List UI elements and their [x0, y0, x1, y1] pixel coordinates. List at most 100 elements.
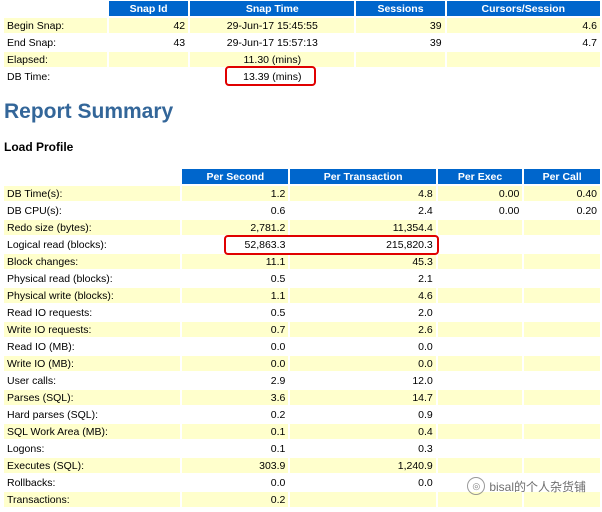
snapshot-row: Begin Snap: 42 29-Jun-17 15:45:55 39 4.6 — [4, 18, 600, 33]
load-profile-cell: 0.0 — [182, 475, 289, 490]
load-profile-cell — [524, 339, 600, 354]
load-profile-row: Write IO (MB): 0.0 0.0 — [4, 356, 600, 371]
load-profile-cell — [524, 288, 600, 303]
load-profile-cell: 2.9 — [182, 373, 289, 388]
load-profile-table: Per Second Per Transaction Per Exec Per … — [2, 167, 602, 509]
load-profile-cell — [524, 373, 600, 388]
load-profile-row-label: Write IO requests: — [4, 322, 181, 337]
snapshot-header-cursors: Cursors/Session — [446, 1, 600, 16]
load-profile-cell — [437, 288, 523, 303]
load-profile-row: DB Time(s): 1.2 4.8 0.00 0.40 — [4, 186, 600, 201]
snapshot-cell: 29-Jun-17 15:45:55 — [190, 18, 355, 33]
load-profile-cell: 0.9 — [290, 407, 436, 422]
load-profile-cell: 0.40 — [524, 186, 600, 201]
load-profile-cell: 0.2 — [182, 492, 289, 507]
load-profile-cell: 2.1 — [290, 271, 436, 286]
load-profile-row-label: Logons: — [4, 441, 181, 456]
load-profile-cell — [524, 407, 600, 422]
snapshot-header-sessions: Sessions — [356, 1, 445, 16]
load-profile-cell — [437, 322, 523, 337]
load-profile-cell — [524, 475, 600, 490]
load-profile-row-label: Transactions: — [4, 492, 181, 507]
load-profile-cell: 11,354.4 — [290, 220, 436, 235]
snapshot-header-snap-id: Snap Id — [109, 1, 189, 16]
load-profile-cell: 12.0 — [290, 373, 436, 388]
snapshot-cell: 42 — [109, 18, 189, 33]
load-profile-row: SQL Work Area (MB): 0.1 0.4 — [4, 424, 600, 439]
wechat-icon: ◎ — [467, 477, 486, 495]
snapshot-cell: 39 — [356, 18, 445, 33]
load-profile-row-label: Physical read (blocks): — [4, 271, 181, 286]
load-profile-cell: 303.9 — [182, 458, 289, 473]
watermark: ◎ bisal的个人杂货铺 — [467, 477, 586, 495]
load-profile-cell: 4.8 — [290, 186, 436, 201]
snapshot-header-snap-time: Snap Time — [190, 1, 355, 16]
snapshot-row-label: Begin Snap: — [4, 18, 107, 33]
watermark-text: bisal的个人杂货铺 — [489, 479, 586, 494]
snapshot-cell — [356, 52, 445, 67]
load-profile-row-label: Read IO requests: — [4, 305, 181, 320]
load-profile-row-label: SQL Work Area (MB): — [4, 424, 181, 439]
load-profile-row-label: Redo size (bytes): — [4, 220, 181, 235]
load-profile-cell: 0.6 — [182, 203, 289, 218]
load-profile-cell — [437, 407, 523, 422]
load-profile-row-label: DB CPU(s): — [4, 203, 181, 218]
load-profile-cell: 215,820.3 — [290, 237, 436, 252]
load-profile-row: Logical read (blocks): 52,863.3 215,820.3 — [4, 237, 600, 252]
load-profile-header-per-exec: Per Exec — [437, 169, 523, 184]
load-profile-cell: 0.2 — [182, 407, 289, 422]
load-profile-cell — [524, 237, 600, 252]
snapshot-cell — [446, 69, 600, 84]
load-profile-row: Block changes: 11.1 45.3 — [4, 254, 600, 269]
load-profile-cell: 0.0 — [290, 356, 436, 371]
load-profile-row-label: Physical write (blocks): — [4, 288, 181, 303]
load-profile-cell — [437, 237, 523, 252]
load-profile-cell: 52,863.3 — [182, 237, 289, 252]
load-profile-cell: 2.0 — [290, 305, 436, 320]
load-profile-row-label: DB Time(s): — [4, 186, 181, 201]
load-profile-cell — [524, 424, 600, 439]
load-profile-row: Logons: 0.1 0.3 — [4, 441, 600, 456]
load-profile-row: Read IO (MB): 0.0 0.0 — [4, 339, 600, 354]
load-profile-header-per-call: Per Call — [524, 169, 600, 184]
section-title-load-profile: Load Profile — [4, 140, 74, 154]
load-profile-cell — [524, 254, 600, 269]
load-profile-row: Read IO requests: 0.5 2.0 — [4, 305, 600, 320]
load-profile-cell: 0.5 — [182, 271, 289, 286]
load-profile-header-per-transaction: Per Transaction — [290, 169, 436, 184]
load-profile-cell: 11.1 — [182, 254, 289, 269]
load-profile-cell — [524, 220, 600, 235]
load-profile-cell — [524, 305, 600, 320]
load-profile-cell — [437, 220, 523, 235]
load-profile-row: Transactions: 0.2 — [4, 492, 600, 507]
load-profile-cell — [524, 458, 600, 473]
snapshot-cell: 39 — [356, 35, 445, 50]
snapshot-cell — [109, 69, 189, 84]
load-profile-row-label: Read IO (MB): — [4, 339, 181, 354]
load-profile-row-label: Hard parses (SQL): — [4, 407, 181, 422]
load-profile-cell — [437, 424, 523, 439]
load-profile-row: Physical write (blocks): 1.1 4.6 — [4, 288, 600, 303]
load-profile-cell — [437, 373, 523, 388]
load-profile-cell: 14.7 — [290, 390, 436, 405]
load-profile-cell — [437, 356, 523, 371]
snapshot-cell: 4.7 — [446, 35, 600, 50]
load-profile-cell — [524, 322, 600, 337]
load-profile-row: Parses (SQL): 3.6 14.7 — [4, 390, 600, 405]
load-profile-header-row: Per Second Per Transaction Per Exec Per … — [4, 169, 600, 184]
page-title: Report Summary — [4, 100, 174, 123]
load-profile-header-per-second: Per Second — [182, 169, 289, 184]
load-profile-row-label: Executes (SQL): — [4, 458, 181, 473]
load-profile-row-label: Parses (SQL): — [4, 390, 181, 405]
load-profile-cell: 2.6 — [290, 322, 436, 337]
load-profile-cell: 1,240.9 — [290, 458, 436, 473]
load-profile-row-label: Block changes: — [4, 254, 181, 269]
load-profile-cell: 0.5 — [182, 305, 289, 320]
load-profile-cell: 0.20 — [524, 203, 600, 218]
load-profile-cell: 0.0 — [182, 339, 289, 354]
load-profile-cell: 0.00 — [437, 186, 523, 201]
load-profile-row: Physical read (blocks): 0.5 2.1 — [4, 271, 600, 286]
load-profile-cell — [437, 339, 523, 354]
snapshot-row: DB Time: 13.39 (mins) — [4, 69, 600, 84]
load-profile-cell — [524, 441, 600, 456]
